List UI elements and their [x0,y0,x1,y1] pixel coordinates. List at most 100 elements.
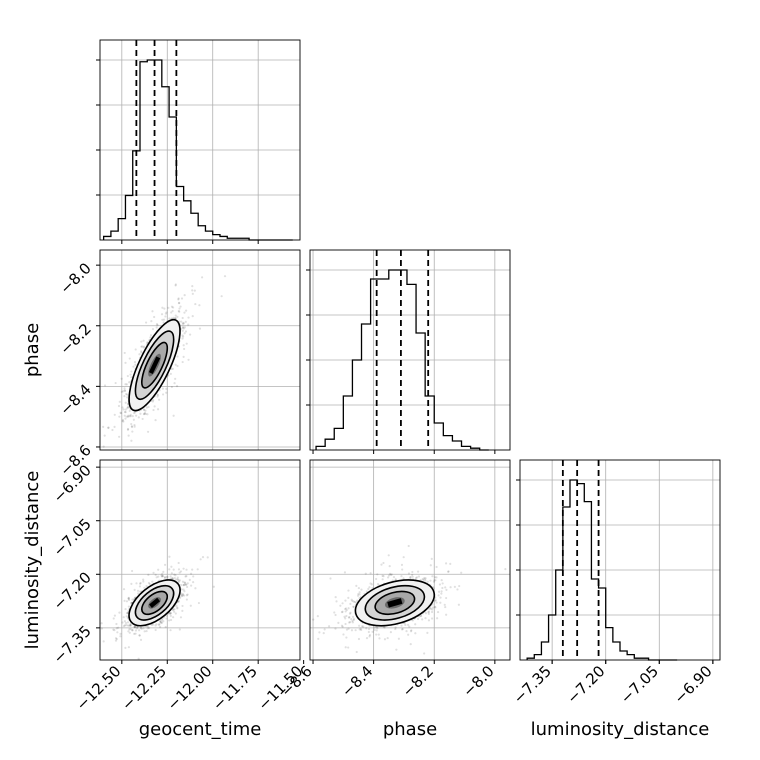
sample-point [388,565,391,568]
contour-line [134,330,175,401]
sample-point [127,605,131,608]
sample-point [357,637,361,641]
sample-point [131,598,134,601]
sample-point [361,625,364,628]
sample-point [151,580,154,583]
sample-point [181,594,184,597]
contour-line [354,579,436,627]
sample-point [352,617,355,620]
sample-point [433,576,437,579]
sample-point [352,618,355,622]
sample-point [145,406,148,409]
x-tick-label: −12.00 [164,662,216,714]
sample-point [351,621,354,624]
sample-point [115,622,118,626]
sample-point [433,579,436,582]
sample-point [434,606,437,609]
sample-point [312,618,315,621]
sample-point [179,616,183,619]
sample-point [409,643,412,646]
sample-point [119,632,122,635]
sample-point [201,276,204,279]
sample-point [194,302,197,306]
sample-point [368,633,372,637]
panel-frame [309,249,511,451]
sample-point [376,573,379,576]
sample-point [426,631,429,634]
sample-point [428,608,431,611]
sample-point [171,608,174,612]
sample-point [438,583,442,586]
sample-point [145,584,148,588]
sample-point [121,406,124,409]
sample-point [357,592,360,596]
sample-point [187,323,190,326]
sample-point [429,564,432,567]
sample-point [411,619,414,622]
sample-point [191,285,194,288]
sample-point [177,298,180,301]
sample-point [154,573,157,576]
sample-point [394,578,397,581]
sample-point [407,633,410,636]
sample-point [170,385,173,389]
sample-point [174,314,177,317]
sample-point [177,297,180,300]
sample-point [126,405,130,409]
sample-point [345,636,348,639]
sample-point [173,382,176,385]
sample-point [192,580,195,584]
sample-point [389,573,392,576]
sample-point [134,453,136,455]
sample-point [409,630,413,633]
sample-point [347,627,350,630]
x-tick-label: −6.90 [670,662,715,707]
sample-point [189,604,192,607]
sample-point [176,355,179,358]
sample-point [171,577,174,580]
sample-point [145,629,148,633]
sample-point [144,412,147,416]
sample-point [181,337,184,340]
sample-point [186,582,189,585]
sample-point [127,630,130,633]
sample-point [400,575,403,578]
sample-point [403,622,406,625]
sample-point [407,572,411,575]
sample-point [172,608,175,611]
sample-point [170,565,173,568]
sample-point [158,623,161,626]
sample-point [134,411,137,414]
sample-point [156,408,160,411]
sample-point [341,610,344,613]
sample-point [409,575,412,579]
sample-point [165,575,168,579]
sample-point [157,575,160,578]
sample-point [184,575,187,578]
sample-point [375,629,378,632]
sample-point [168,555,171,558]
sample-point [358,591,361,594]
sample-point [157,568,160,571]
sample-point [167,619,171,622]
sample-point [358,624,361,627]
sample-point [118,435,121,438]
sample-point [424,577,427,580]
contour-line [128,318,181,412]
sample-point [316,615,319,618]
sample-point [460,571,463,574]
sample-point [162,620,165,623]
sample-point [151,328,155,331]
y-tick-label: −8.2 [56,320,94,358]
sample-point [367,587,370,591]
sample-point [181,321,185,324]
density-peak [387,598,403,608]
sample-point [182,335,185,338]
sample-point [344,646,347,649]
sample-point [168,317,171,320]
sample-point [342,633,345,636]
sample-point [352,605,355,609]
sample-point [383,638,387,641]
sample-point [177,302,181,305]
sample-point [160,618,164,621]
